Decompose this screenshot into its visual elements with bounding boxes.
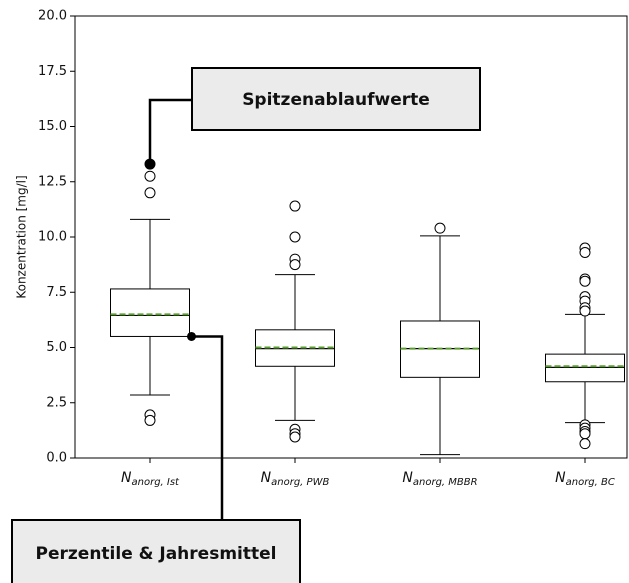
outlier — [579, 428, 591, 440]
highlight-point — [145, 159, 155, 170]
category-base: N — [261, 470, 272, 486]
x-tick-label: Nanorg, BC — [555, 470, 615, 488]
y-tick-label: 5.0 — [46, 340, 67, 355]
callout-box — [11, 519, 301, 583]
category-sub: anorg, BC — [566, 477, 615, 488]
outlier — [579, 305, 591, 317]
category-base: N — [121, 470, 132, 486]
y-tick-label: 20.0 — [38, 9, 67, 24]
y-tick-label: 7.5 — [46, 285, 67, 300]
connector — [191, 335, 224, 520]
y-tick-label: 12.5 — [38, 174, 67, 189]
outlier — [289, 200, 301, 212]
x-tick-label: Nanorg, MBBR — [402, 470, 477, 488]
callout-box — [191, 67, 481, 131]
highlight-point — [187, 331, 196, 341]
y-tick-label: 17.5 — [38, 64, 67, 79]
y-tick-label: 2.5 — [46, 395, 67, 410]
outlier — [434, 222, 446, 234]
category-base: N — [555, 470, 566, 486]
category-base: N — [402, 470, 413, 486]
outlier — [289, 431, 301, 443]
category-sub: anorg, PWB — [271, 477, 329, 488]
outlier — [289, 231, 301, 243]
outlier — [144, 414, 156, 426]
y-tick-label: 0.0 — [46, 451, 67, 466]
outlier — [579, 246, 591, 258]
callout-text: Perzentile & Jahresmittel — [36, 544, 277, 564]
outlier — [579, 438, 591, 450]
x-tick-label: Nanorg, Ist — [121, 470, 180, 488]
y-tick-label: 10.0 — [38, 230, 67, 245]
callout-text: Spitzenablaufwerte — [242, 90, 430, 110]
outlier — [144, 187, 156, 199]
category-sub: anorg, MBBR — [413, 477, 478, 488]
outlier — [144, 170, 156, 182]
outlier — [289, 259, 301, 271]
box — [110, 288, 190, 337]
y-axis-label: Konzentration [mg/l] — [15, 175, 29, 298]
connector — [148, 98, 192, 165]
category-sub: anorg, Ist — [132, 477, 181, 488]
x-tick-label: Nanorg, PWB — [261, 470, 330, 488]
y-tick-label: 15.0 — [38, 119, 67, 134]
outlier — [579, 275, 591, 287]
